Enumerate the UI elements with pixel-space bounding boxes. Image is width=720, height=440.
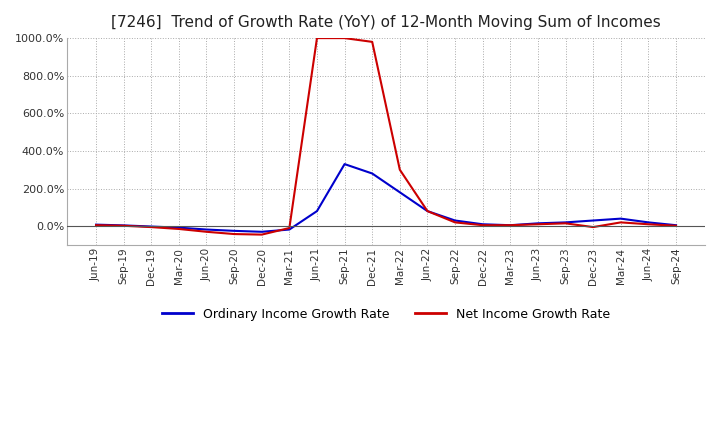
Ordinary Income Growth Rate bbox=[589, 218, 598, 223]
Legend: Ordinary Income Growth Rate, Net Income Growth Rate: Ordinary Income Growth Rate, Net Income … bbox=[157, 303, 615, 326]
Line: Net Income Growth Rate: Net Income Growth Rate bbox=[96, 38, 676, 235]
Net Income Growth Rate bbox=[423, 209, 432, 214]
Ordinary Income Growth Rate bbox=[616, 216, 625, 221]
Net Income Growth Rate bbox=[91, 223, 100, 228]
Net Income Growth Rate bbox=[672, 223, 680, 228]
Net Income Growth Rate bbox=[120, 223, 128, 228]
Net Income Growth Rate bbox=[368, 39, 377, 44]
Ordinary Income Growth Rate bbox=[174, 225, 183, 230]
Ordinary Income Growth Rate bbox=[672, 223, 680, 228]
Title: [7246]  Trend of Growth Rate (YoY) of 12-Month Moving Sum of Incomes: [7246] Trend of Growth Rate (YoY) of 12-… bbox=[111, 15, 661, 30]
Ordinary Income Growth Rate bbox=[451, 218, 459, 223]
Net Income Growth Rate bbox=[644, 222, 653, 227]
Ordinary Income Growth Rate bbox=[368, 171, 377, 176]
Net Income Growth Rate bbox=[478, 223, 487, 228]
Net Income Growth Rate bbox=[589, 224, 598, 230]
Net Income Growth Rate bbox=[561, 221, 570, 226]
Net Income Growth Rate bbox=[451, 220, 459, 225]
Ordinary Income Growth Rate bbox=[285, 227, 294, 232]
Ordinary Income Growth Rate bbox=[534, 221, 542, 226]
Net Income Growth Rate bbox=[312, 36, 321, 41]
Ordinary Income Growth Rate bbox=[202, 227, 211, 232]
Ordinary Income Growth Rate bbox=[120, 223, 128, 228]
Net Income Growth Rate bbox=[506, 223, 515, 228]
Ordinary Income Growth Rate bbox=[312, 209, 321, 214]
Ordinary Income Growth Rate bbox=[230, 228, 238, 234]
Ordinary Income Growth Rate bbox=[478, 222, 487, 227]
Net Income Growth Rate bbox=[258, 232, 266, 237]
Ordinary Income Growth Rate bbox=[644, 220, 653, 225]
Ordinary Income Growth Rate bbox=[147, 224, 156, 229]
Net Income Growth Rate bbox=[285, 225, 294, 231]
Ordinary Income Growth Rate bbox=[91, 222, 100, 227]
Ordinary Income Growth Rate bbox=[561, 220, 570, 225]
Net Income Growth Rate bbox=[174, 226, 183, 231]
Ordinary Income Growth Rate bbox=[395, 190, 404, 195]
Net Income Growth Rate bbox=[395, 167, 404, 172]
Net Income Growth Rate bbox=[202, 229, 211, 235]
Line: Ordinary Income Growth Rate: Ordinary Income Growth Rate bbox=[96, 164, 676, 232]
Net Income Growth Rate bbox=[616, 220, 625, 225]
Ordinary Income Growth Rate bbox=[258, 229, 266, 235]
Net Income Growth Rate bbox=[147, 224, 156, 230]
Ordinary Income Growth Rate bbox=[423, 209, 432, 214]
Net Income Growth Rate bbox=[534, 222, 542, 227]
Net Income Growth Rate bbox=[341, 36, 349, 41]
Ordinary Income Growth Rate bbox=[506, 223, 515, 228]
Ordinary Income Growth Rate bbox=[341, 161, 349, 167]
Net Income Growth Rate bbox=[230, 231, 238, 237]
